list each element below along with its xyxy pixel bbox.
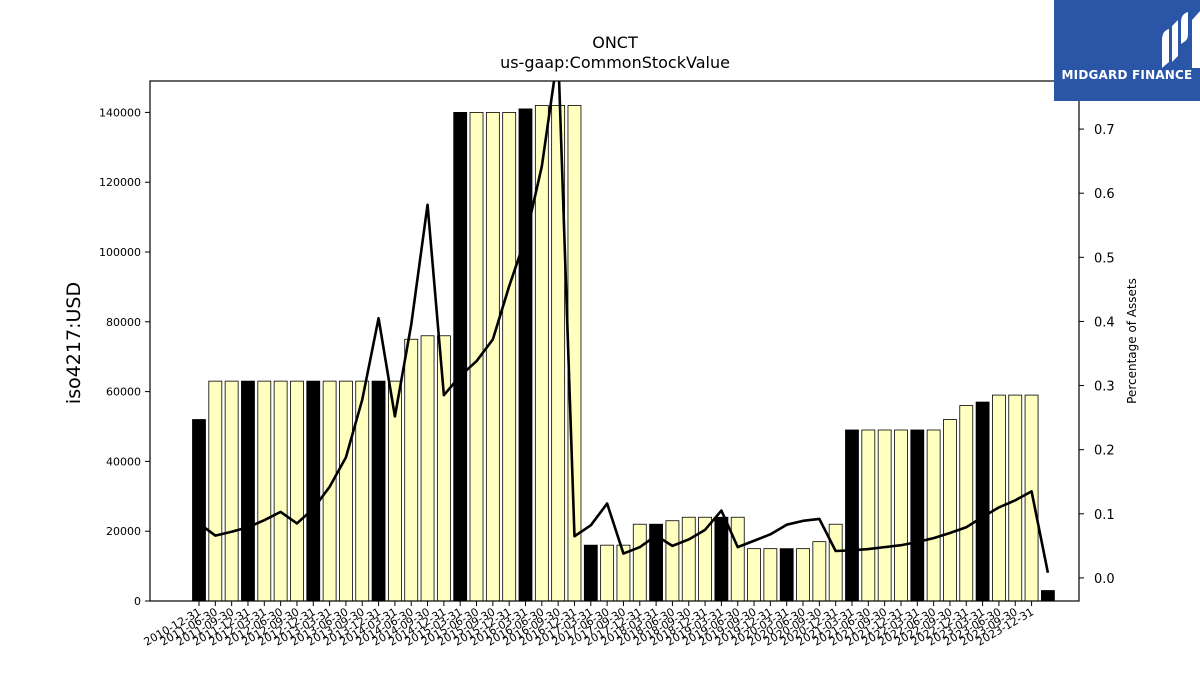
y-tick-label: 60000 [106,386,141,399]
bar-2018-12-31 [714,516,729,602]
bar-2011-12-31 [257,380,272,602]
bar-2019-09-30 [763,548,778,602]
bar-2021-09-30 [894,429,908,602]
y-tick-label: 120000 [99,176,141,189]
bar-2012-09-30 [306,380,321,602]
bar-2016-12-31 [583,544,598,602]
y-tick-label: 40000 [106,455,141,468]
y-tick-label: 20000 [106,525,141,538]
bar-2019-06-30 [747,548,761,602]
bar-2021-06-30 [877,429,892,602]
bar-2021-12-31 [910,429,925,602]
y2-tick-label: 0.5 [1094,251,1115,266]
bar-2014-03-31 [404,338,419,602]
bar-2020-09-30 [828,523,843,602]
series-line-percentage-of-assets [198,81,1050,574]
bar-2022-09-30 [959,405,974,602]
y2-tick-label: 0.6 [1094,187,1115,202]
y-tick-label: 80000 [106,316,141,329]
bar-2011-03-31 [208,380,223,602]
midgard-logo-icon [1162,11,1200,68]
bar-2020-03-31 [796,548,810,602]
y2-axis-label: Percentage of Assets [1125,278,1139,404]
y2-tick-label: 0.4 [1094,315,1115,330]
y2-tick-label: 0.2 [1094,444,1115,459]
bar-2014-12-31 [453,112,468,602]
bar-2015-09-30 [502,112,517,602]
bar-2012-06-30 [290,380,304,602]
bar-2011-06-30 [224,380,239,602]
plot-frame [149,80,1080,602]
midgard-finance-logo: MIDGARD FINANCE [1054,0,1200,101]
bar-2016-03-31 [534,105,549,602]
bar-2023-09-30 [1024,394,1039,602]
y2-tick-label: 0.7 [1094,123,1115,138]
bar-2022-12-31 [975,401,990,602]
bar-2015-12-31 [518,108,533,602]
bar-2013-09-30 [371,380,386,602]
y-tick-label: 140000 [99,106,141,119]
bar-2010-12-31 [192,419,206,602]
bar-2022-06-30 [943,419,957,602]
bar-2021-03-31 [861,429,876,602]
y-axis: 0 20000 40000 60000 80000 100000 120000 140000 [99,106,150,608]
bar-2019-03-31 [730,516,745,602]
bar-2018-06-30 [681,516,696,602]
bar-2018-03-31 [665,520,680,602]
bar-2022-03-31 [926,429,941,602]
x-axis: 2010-12-312011-06-302011-09-302011-12-31… [142,601,1036,649]
bar-2017-09-30 [632,523,647,602]
bar-2014-06-30 [420,335,435,602]
y2-tick-label: 0.0 [1094,572,1115,587]
y2-axis: 0.0 0.1 0.2 0.3 0.4 0.5 0.6 0.7 [1079,123,1115,587]
y2-tick-label: 0.3 [1094,380,1115,395]
y-axis-label: iso4217:USD [63,282,85,404]
bar-2015-06-30 [485,112,500,602]
line-group [198,81,1050,574]
bar-2023-03-31 [992,394,1006,602]
bar-2019-12-31 [779,548,794,602]
bar-2014-09-30 [436,335,451,602]
bar-2020-12-31 [845,429,859,602]
bars-group [192,105,1055,602]
bar-2012-03-31 [273,380,288,602]
chart-title: ONCT [592,33,638,52]
bar-2023-12-31 [1041,590,1055,602]
y2-tick-label: 0.1 [1094,508,1115,523]
y-tick-label: 100000 [99,246,141,259]
y-tick-label: 0 [134,595,141,608]
bar-2020-06-30 [812,541,827,602]
chart-subtitle: us-gaap:CommonStockValue [500,53,730,72]
bar-2011-09-30 [241,380,255,602]
bar-2013-03-31 [339,380,353,602]
bar-2017-03-31 [600,544,615,602]
logo-brand-text: MIDGARD FINANCE [1061,68,1193,82]
